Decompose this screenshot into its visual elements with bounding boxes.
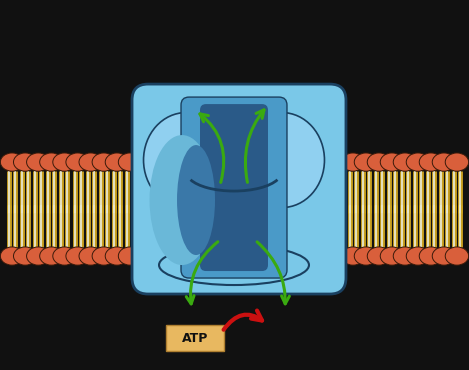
Ellipse shape [432, 153, 455, 171]
Ellipse shape [146, 112, 321, 192]
Text: ATP: ATP [182, 332, 208, 344]
Ellipse shape [328, 247, 352, 265]
Ellipse shape [380, 153, 404, 171]
Ellipse shape [419, 153, 443, 171]
Ellipse shape [40, 153, 63, 171]
Ellipse shape [53, 247, 76, 265]
Ellipse shape [0, 247, 24, 265]
Ellipse shape [367, 247, 391, 265]
Ellipse shape [27, 153, 50, 171]
Ellipse shape [380, 247, 404, 265]
Ellipse shape [184, 168, 284, 222]
FancyBboxPatch shape [166, 325, 224, 351]
Ellipse shape [0, 153, 24, 171]
Ellipse shape [406, 247, 430, 265]
FancyBboxPatch shape [132, 84, 346, 294]
Ellipse shape [328, 153, 352, 171]
Ellipse shape [354, 247, 378, 265]
Ellipse shape [419, 247, 443, 265]
Ellipse shape [40, 247, 63, 265]
Ellipse shape [144, 112, 228, 208]
Text: Sodium-Potassium Pump: Sodium-Potassium Pump [109, 15, 360, 33]
Ellipse shape [240, 112, 325, 208]
Ellipse shape [150, 135, 214, 265]
Ellipse shape [445, 247, 469, 265]
Ellipse shape [66, 247, 89, 265]
Ellipse shape [79, 153, 102, 171]
Ellipse shape [118, 153, 142, 171]
Ellipse shape [406, 153, 430, 171]
FancyBboxPatch shape [200, 104, 268, 271]
Ellipse shape [105, 153, 129, 171]
Ellipse shape [393, 247, 416, 265]
Ellipse shape [177, 145, 215, 255]
Ellipse shape [445, 153, 469, 171]
Ellipse shape [341, 153, 365, 171]
Ellipse shape [27, 247, 50, 265]
Ellipse shape [159, 245, 309, 285]
Ellipse shape [14, 247, 37, 265]
FancyBboxPatch shape [181, 97, 287, 278]
Ellipse shape [432, 247, 455, 265]
Ellipse shape [66, 153, 89, 171]
Ellipse shape [341, 247, 365, 265]
Ellipse shape [354, 153, 378, 171]
Ellipse shape [79, 247, 102, 265]
Ellipse shape [393, 153, 416, 171]
Ellipse shape [92, 247, 115, 265]
Ellipse shape [118, 247, 142, 265]
Ellipse shape [367, 153, 391, 171]
Ellipse shape [105, 247, 129, 265]
Ellipse shape [92, 153, 115, 171]
Ellipse shape [14, 153, 37, 171]
Ellipse shape [53, 153, 76, 171]
